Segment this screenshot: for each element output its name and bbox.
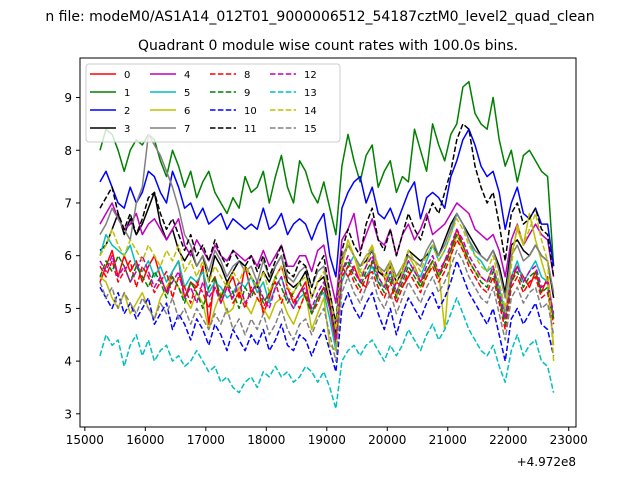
series-line-5 [99,212,555,352]
legend-label: 5 [184,88,190,99]
legend-label: 15 [304,124,317,135]
series-line-12 [99,228,555,341]
y-tick-label: 4 [64,355,72,369]
y-tick-label: 8 [64,144,72,158]
chart-title: Quadrant 0 module wise count rates with … [138,38,518,54]
series-line-4 [99,202,555,304]
y-tick-label: 6 [64,249,72,263]
x-tick-label: 17000 [187,433,225,447]
y-tick-label: 3 [64,407,72,421]
legend-box [85,63,341,143]
x-tick-label: 16000 [126,433,164,447]
series-line-14 [99,212,555,362]
axes-frame [79,57,577,428]
x-tick-label: 21000 [429,433,467,447]
legend-label: 0 [124,70,130,81]
legend-label: 9 [244,88,250,99]
x-offset-label: +4.972e8 [517,455,576,469]
legend-label: 4 [184,70,190,81]
x-tick-label: 22000 [489,433,527,447]
legend-label: 3 [124,124,130,135]
y-tick-label: 9 [64,91,72,105]
series-line-2 [99,128,555,278]
legend-label: 2 [124,106,130,117]
x-tick-label: 20000 [368,433,406,447]
legend-label: 13 [304,88,317,99]
series-line-1 [99,80,555,267]
x-tick-label: 15000 [66,433,104,447]
series-line-10 [99,260,555,373]
series-line-7 [99,133,555,325]
x-tick-label: 18000 [247,433,285,447]
x-tick-label: 23000 [550,433,588,447]
y-tick-label: 7 [64,196,72,210]
series-line-13 [99,297,555,410]
legend-label: 8 [244,70,250,81]
series-line-15 [99,249,555,362]
legend-label: 6 [184,106,190,117]
y-axis: 3 4 5 6 7 8 9 [64,91,80,421]
y-tick-label: 5 [64,302,72,316]
legend-label: 14 [304,106,317,117]
legend-label: 1 [124,88,130,99]
plot-lines [99,80,555,410]
series-line-11 [99,123,555,325]
series-line-3 [99,191,555,336]
figure-suptitle: n file: modeM0/AS1A14_012T01_9000006512_… [45,9,594,25]
legend-label: 11 [244,124,257,135]
legend-label: 7 [184,124,190,135]
x-tick-label: 19000 [308,433,346,447]
series-line-8 [99,239,555,341]
legend-label: 10 [244,106,257,117]
x-axis: 15000 16000 17000 18000 19000 20000 21000 22000… [66,427,588,447]
legend-label: 12 [304,70,317,81]
